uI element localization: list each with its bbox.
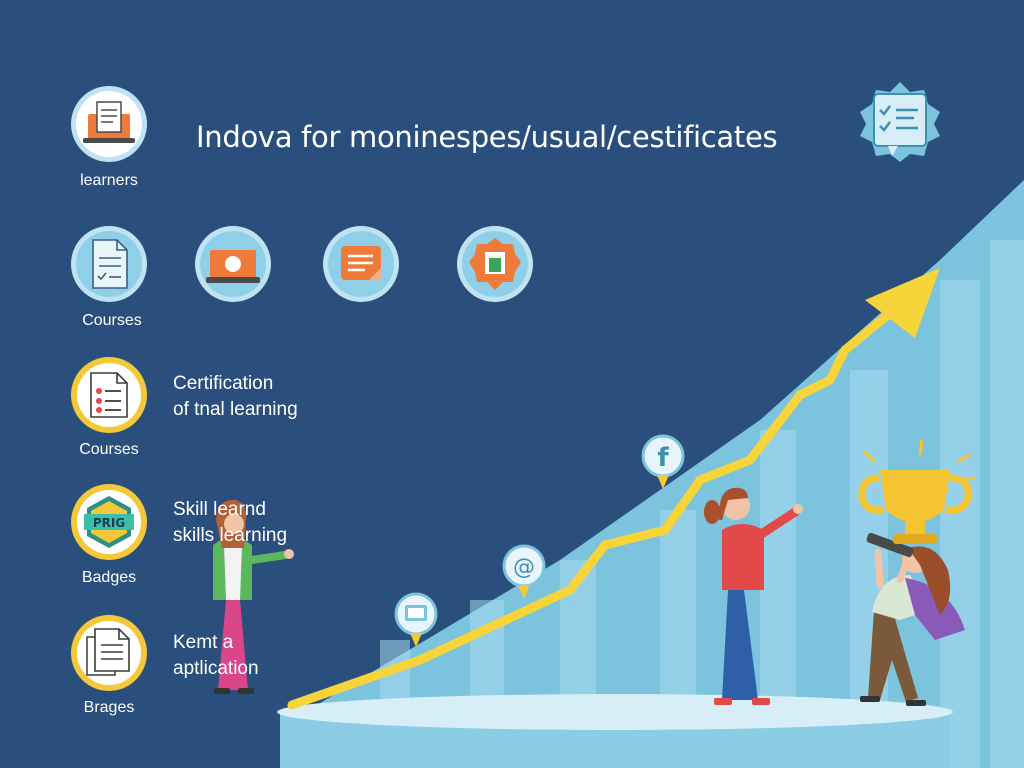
description-line: aptlication [173,658,259,679]
document-check-icon [71,226,147,302]
certificate-marker-icon [394,592,438,647]
person-presenter [213,499,294,694]
category-description-badges: Skill learnd skills learning [173,497,287,549]
bar-7 [940,280,980,768]
description-line: Kemt a [173,632,234,653]
medal-badge-icon [457,226,533,302]
laptop-icon [195,226,271,302]
category-label-courses-1: Courses [82,312,142,329]
category-label-brages: Brages [83,699,135,716]
document-stack-icon [71,615,147,691]
description-line: Certification [173,373,274,394]
person-pointer [704,487,803,705]
category-label-learners: learners [80,172,138,189]
category-learners[interactable] [69,84,149,164]
feature-laptop[interactable] [193,224,273,304]
platform-top [277,694,953,730]
category-courses-1[interactable] [69,224,149,304]
category-label-courses-2: Courses [79,441,139,458]
note-icon [323,226,399,302]
badge-code: PRIG [93,516,125,530]
category-brages[interactable] [69,613,149,693]
feature-medal[interactable] [455,224,535,304]
facebook-marker-icon [641,434,685,489]
category-label-badges: Badges [81,569,137,586]
description-line: Skill learnd [173,499,266,520]
growth-arrow-head [865,268,940,338]
category-courses-2[interactable] [69,355,149,435]
page-title: Indova for moninespes/usual/cestificates [196,120,778,154]
feature-note[interactable] [321,224,401,304]
category-badges[interactable]: PRIG [69,482,149,562]
laptop-document-icon [71,86,147,162]
description-line: skills learning [173,525,288,546]
trophy-icon [858,439,977,544]
description-line: of tnal learning [173,399,298,420]
checklist-certificate-icon [858,80,942,164]
bar-8 [990,240,1024,768]
at-sign-marker-glyph: @ [513,555,535,580]
category-description-courses-2: Certification of tnal learning [173,371,298,423]
person-trophy-holder [860,532,965,706]
hexagon-badge-icon: PRIG [71,484,147,560]
category-description-brages: Kemt a aptlication [173,630,259,682]
facebook-marker-glyph: f [657,443,669,473]
list-document-icon [71,357,147,433]
growth-arrow-line [287,300,905,710]
at-sign-marker-icon [502,544,546,599]
